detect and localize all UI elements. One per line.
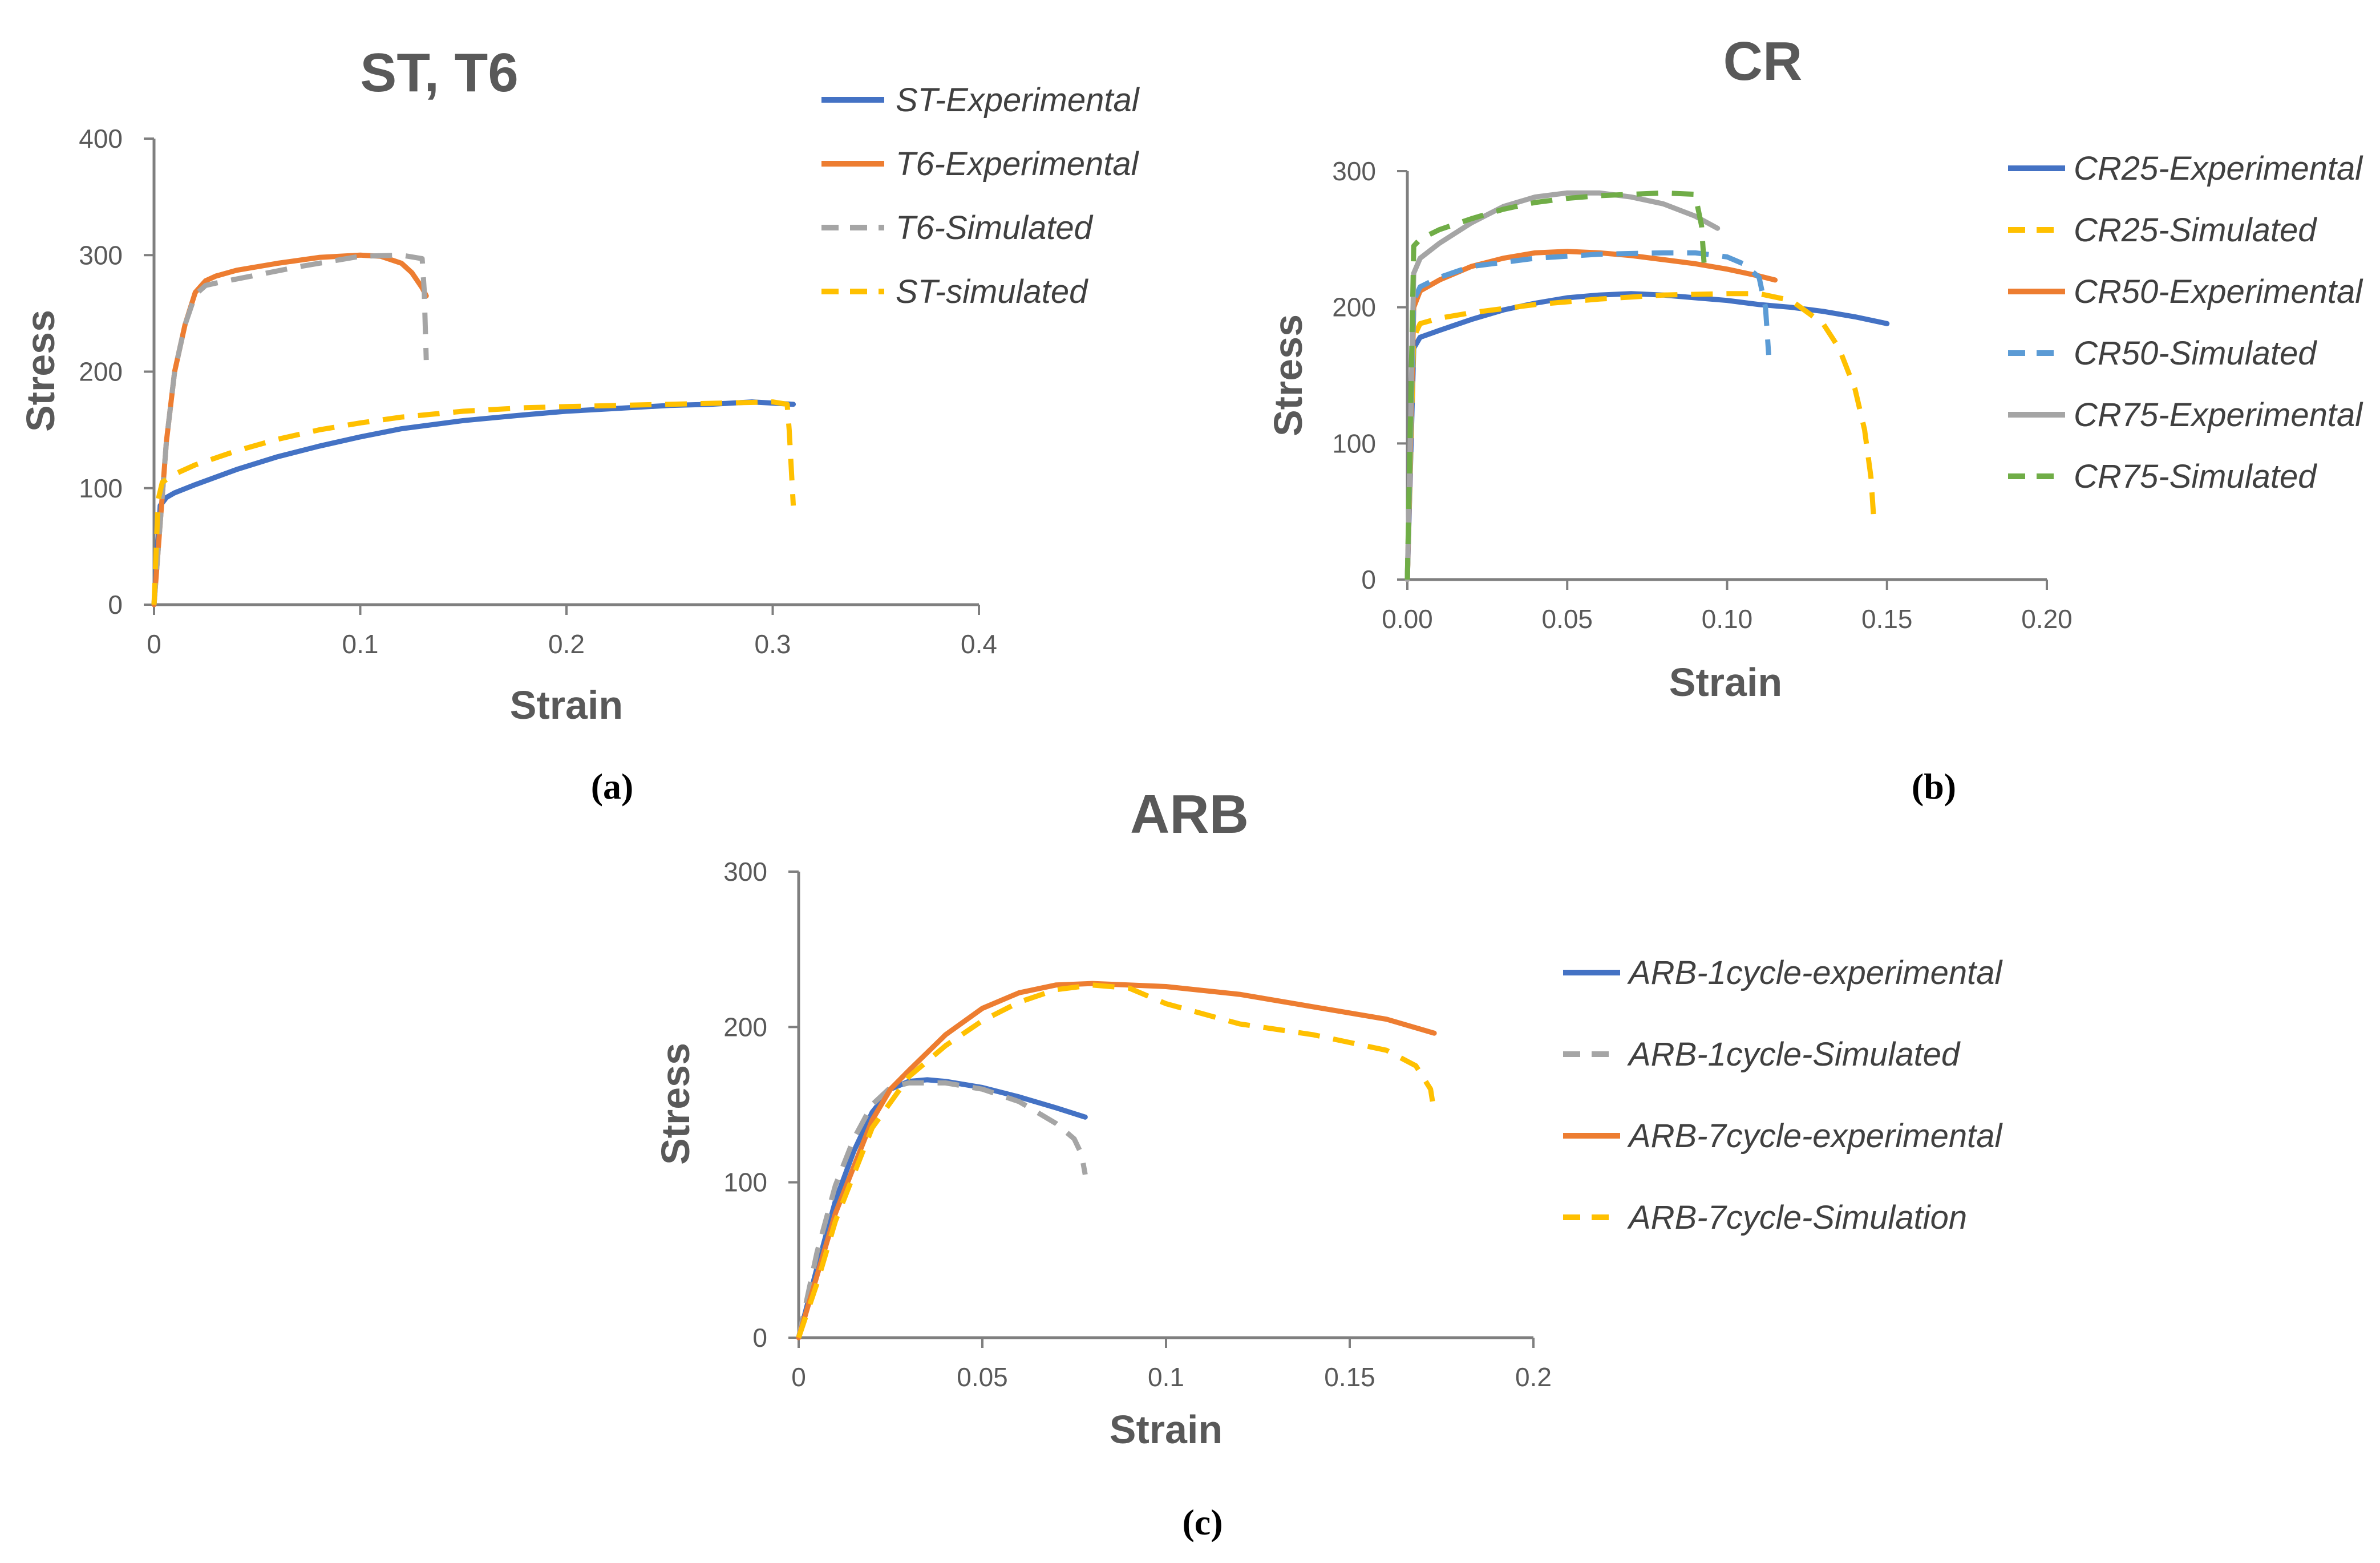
series-group-c	[796, 981, 1437, 1341]
x-tick-labels-b: 0.00 0.05 0.10 0.15 0.20	[1382, 580, 2073, 634]
x-tick-labels-a: 0 0.1 0.2 0.3 0.4	[147, 605, 997, 659]
legend-entry-label: CR25-Simulated	[2074, 212, 2317, 249]
y-axis-label-b: Stress	[1266, 314, 1310, 436]
legend-entry-label: T6-Experimental	[896, 145, 1140, 183]
series-line-t6-simulated	[151, 252, 429, 605]
y-tick-label: 0	[108, 590, 123, 619]
x-tick-label: 0.15	[1861, 604, 1913, 634]
chart-panel-a: ST, T6 0 100 200 300 400 0 0.1 0.2 0.3 0.4 Strai…	[18, 42, 1140, 807]
series-group-a	[151, 252, 796, 608]
legend-entry-label: ST-Experimental	[896, 82, 1140, 119]
chart-panel-c: ARB 0 100 200 300 0 0.05 0.1 0.15 0.2 Strain St…	[653, 784, 2003, 1542]
y-tick-labels-c: 0 100 200 300	[723, 857, 799, 1353]
x-axis-label-a: Strain	[510, 683, 623, 727]
y-tick-label: 100	[79, 473, 123, 503]
x-tick-label: 0.05	[957, 1362, 1008, 1392]
x-tick-label: 0.15	[1324, 1362, 1375, 1392]
panel-label-c: (c)	[1182, 1502, 1223, 1542]
legend-entry-label: ARB-1cycle-Simulated	[1627, 1036, 1961, 1073]
y-tick-label: 300	[1332, 156, 1376, 186]
y-tick-label: 200	[79, 357, 123, 387]
series-line-cr25-experimental	[1404, 291, 1890, 582]
legend-b: CR25-Experimental CR25-Simulated CR50-Expe…	[2008, 150, 2363, 495]
y-tick-labels-b: 0 100 200 300	[1332, 156, 1407, 594]
series-line-arb-7cycle-simulation	[796, 982, 1437, 1339]
x-tick-label: 0.05	[1541, 604, 1593, 634]
chart-title-b: CR	[1723, 31, 1803, 92]
y-tick-label: 200	[723, 1012, 767, 1042]
legend-entry-label: ARB-7cycle-Simulation	[1627, 1199, 1967, 1236]
y-tick-label: 300	[723, 857, 767, 886]
y-axis-label-a: Stress	[18, 310, 63, 432]
series-line-st-simulated	[151, 399, 796, 605]
legend-c: ARB-1cycle-experimental ARB-1cycle-Simula…	[1563, 954, 2003, 1236]
y-tick-label: 300	[79, 240, 123, 270]
x-tick-label: 0.4	[961, 629, 997, 659]
series-line-cr25-simulated	[1404, 291, 1877, 580]
x-tick-label: 0.2	[1515, 1362, 1552, 1392]
x-axis-label-c: Strain	[1110, 1407, 1223, 1452]
series-line-arb-1cycle-experimental	[796, 1077, 1088, 1341]
legend-entry-label: T6-Simulated	[896, 209, 1094, 246]
series-line-cr50-simulated	[1404, 250, 1771, 580]
series-line-t6-experimental	[151, 252, 429, 608]
chart-panel-b: CR 0 100 200 300 0.00 0.05 0.10 0.15 0.20 Strai…	[1266, 31, 2363, 807]
legend-entry-label: CR75-Simulated	[2074, 458, 2317, 495]
series-line-st-experimental	[151, 399, 796, 608]
series-line-arb-1cycle-simulated	[796, 1080, 1088, 1338]
legend-entry-label: ARB-7cycle-experimental	[1627, 1117, 2003, 1155]
legend-a: ST-Experimental T6-Experimental T6-Simulat…	[821, 82, 1140, 310]
y-tick-labels-a: 0 100 200 300 400	[79, 124, 154, 619]
x-tick-label: 0	[791, 1362, 806, 1392]
y-tick-label: 200	[1332, 293, 1376, 322]
y-axis-label-c: Stress	[653, 1043, 698, 1165]
chart-title-c: ARB	[1130, 784, 1249, 845]
panel-label-b: (b)	[1912, 766, 1956, 807]
legend-entry-label: ST-simulated	[896, 273, 1088, 310]
series-line-cr75-simulated	[1404, 190, 1707, 580]
x-tick-label: 0.1	[1148, 1362, 1184, 1392]
y-tick-label: 400	[79, 124, 123, 153]
x-tick-label: 0.3	[755, 629, 791, 659]
legend-entry-label: CR50-Experimental	[2074, 273, 2363, 310]
legend-entry-label: CR75-Experimental	[2074, 396, 2363, 434]
chart-title-a: ST, T6	[360, 42, 518, 103]
series-line-cr75-experimental	[1404, 190, 1721, 582]
x-tick-label: 0	[147, 629, 161, 659]
x-tick-label: 0.2	[548, 629, 585, 659]
y-tick-label: 100	[723, 1168, 767, 1197]
y-tick-label: 100	[1332, 428, 1376, 458]
series-group-b	[1404, 190, 1890, 582]
x-tick-labels-c: 0 0.05 0.1 0.15 0.2	[791, 1338, 1552, 1392]
series-line-cr50-experimental	[1404, 249, 1778, 582]
x-tick-label: 0.00	[1382, 604, 1433, 634]
x-tick-label: 0.1	[342, 629, 379, 659]
series-line-arb-7cycle-experimental	[796, 981, 1437, 1341]
legend-entry-label: CR25-Experimental	[2074, 150, 2363, 187]
y-tick-label: 0	[752, 1323, 767, 1353]
legend-entry-label: ARB-1cycle-experimental	[1627, 954, 2003, 991]
panel-label-a: (a)	[591, 766, 634, 807]
y-tick-label: 0	[1361, 565, 1376, 594]
x-tick-label: 0.10	[1702, 604, 1753, 634]
x-tick-label: 0.20	[2021, 604, 2073, 634]
x-axis-label-b: Strain	[1669, 660, 1782, 704]
legend-entry-label: CR50-Simulated	[2074, 335, 2317, 372]
